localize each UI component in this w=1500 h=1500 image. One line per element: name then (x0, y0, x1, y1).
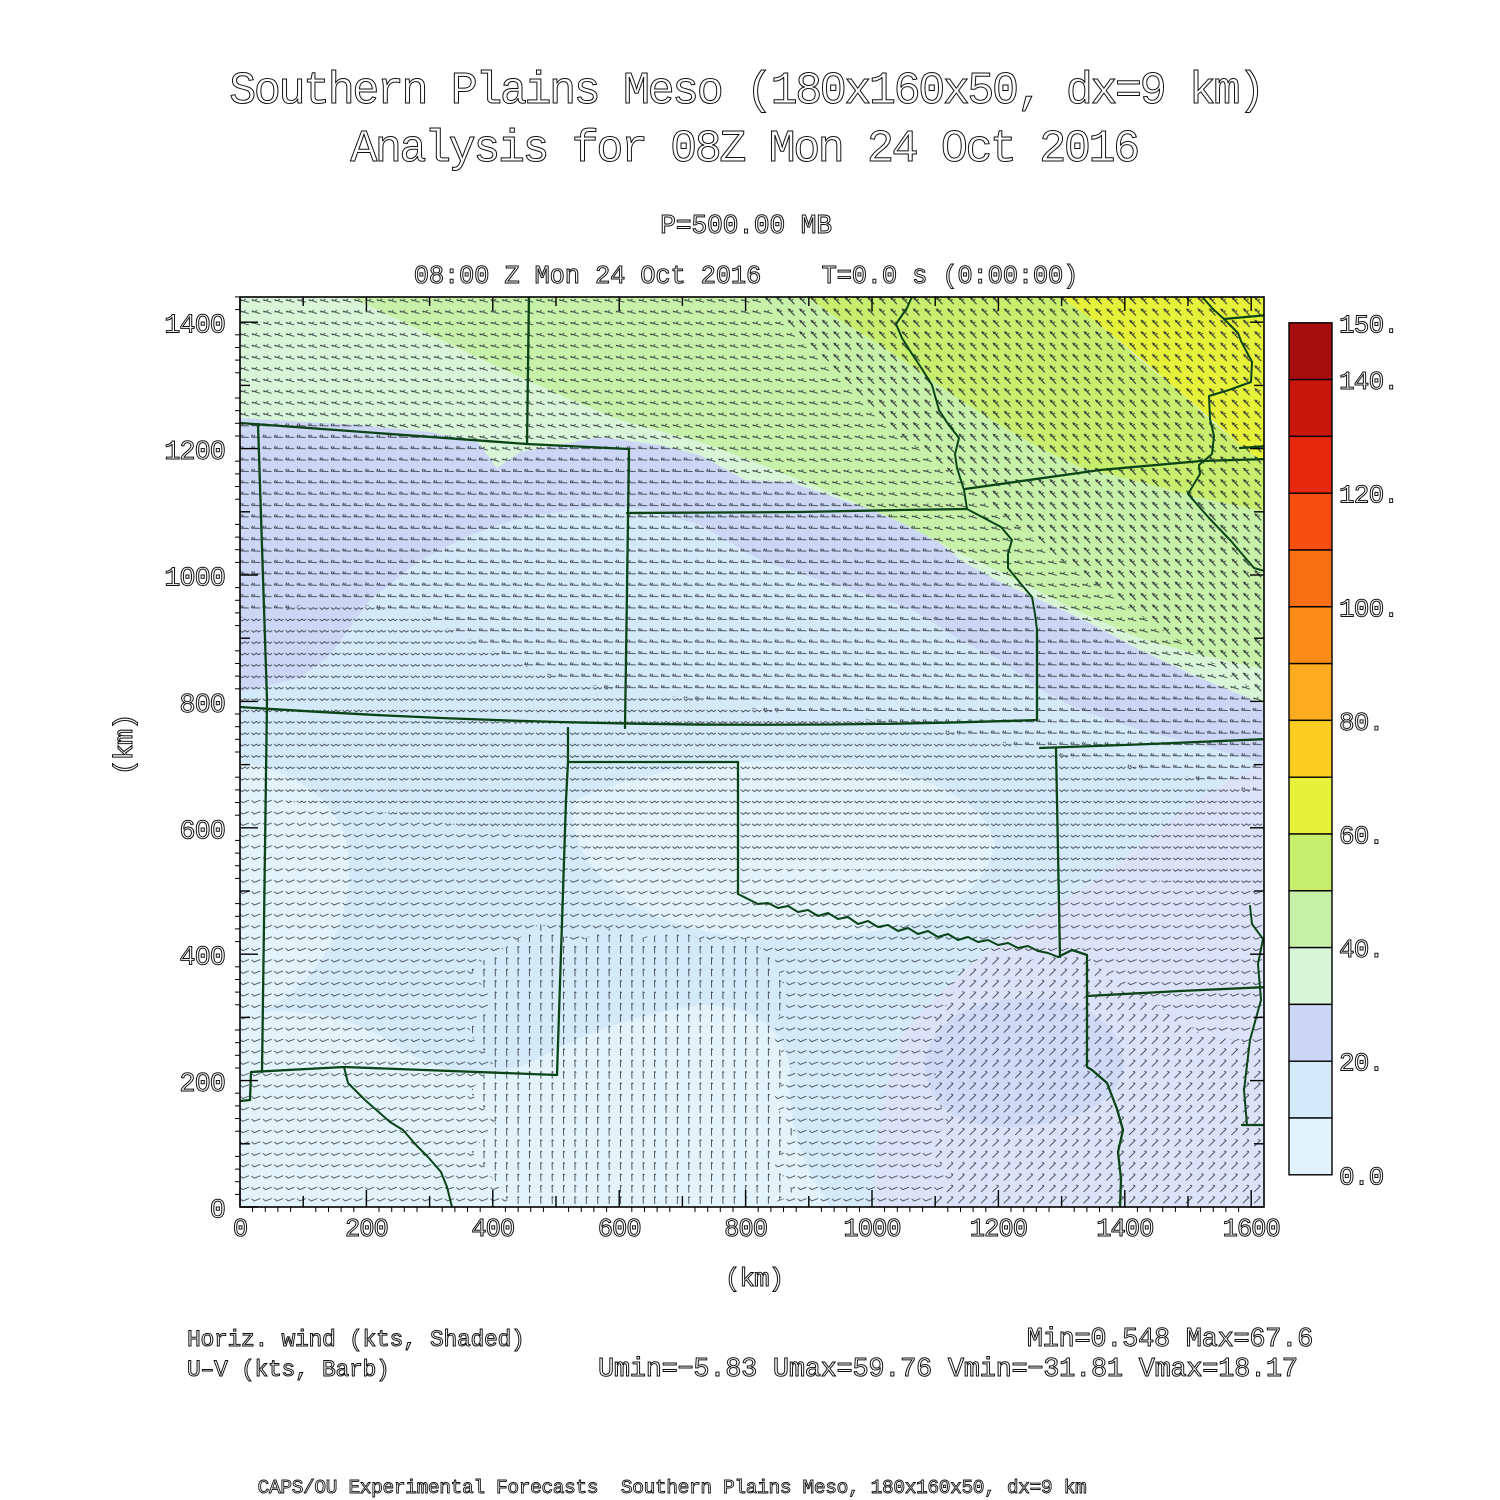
svg-text:Min=0.548 Max=67.6: Min=0.548 Max=67.6 (1027, 1325, 1313, 1355)
svg-text:Horiz. wind (kts, Shaded): Horiz. wind (kts, Shaded) (187, 1327, 525, 1353)
svg-text:400: 400 (471, 1215, 514, 1244)
svg-text:1000: 1000 (164, 565, 225, 595)
svg-text:Umin=−5.83 Umax=59.76 Vmin=−31: Umin=−5.83 Umax=59.76 Vmin=−31.81 Vmax=1… (598, 1355, 1298, 1385)
svg-text:80.: 80. (1339, 708, 1383, 738)
svg-text:Southern Plains Meso (180x160x: Southern Plains Meso (180x160x50, dx=9 k… (229, 66, 1262, 117)
svg-text:CAPS/OU Experimental Forecasts: CAPS/OU Experimental Forecasts Southern … (258, 1477, 1087, 1499)
svg-text:0.0: 0.0 (1339, 1162, 1383, 1192)
svg-text:0: 0 (210, 1197, 225, 1227)
svg-text:1600: 1600 (1223, 1215, 1280, 1244)
svg-text:1200: 1200 (164, 438, 225, 468)
svg-text:140.: 140. (1339, 367, 1398, 397)
svg-text:150.: 150. (1339, 310, 1398, 340)
svg-text:08:00 Z Mon 24 Oct 2016 T=0: 08:00 Z Mon 24 Oct 2016 T=0.0 s (0:00:00… (414, 262, 1079, 291)
svg-text:120.: 120. (1339, 481, 1398, 511)
svg-text:(km): (km) (111, 715, 141, 776)
svg-text:40.: 40. (1339, 935, 1383, 965)
svg-text:1200: 1200 (970, 1215, 1027, 1244)
svg-text:P=500.00 MB: P=500.00 MB (660, 211, 832, 241)
svg-text:100.: 100. (1339, 594, 1398, 624)
svg-text:20.: 20. (1339, 1049, 1383, 1079)
svg-text:200: 200 (179, 1070, 225, 1100)
svg-text:Analysis for 08Z Mon 24 Oct 20: Analysis for 08Z Mon 24 Oct 2016 (350, 124, 1138, 175)
svg-text:1400: 1400 (1096, 1215, 1153, 1244)
svg-text:1000: 1000 (843, 1215, 900, 1244)
svg-text:60.: 60. (1339, 822, 1383, 852)
svg-text:U–V (kts, Barb): U–V (kts, Barb) (187, 1357, 390, 1383)
svg-text:400: 400 (179, 944, 225, 974)
svg-text:200: 200 (345, 1215, 388, 1244)
svg-text:0: 0 (233, 1215, 247, 1244)
svg-text:800: 800 (724, 1215, 767, 1244)
svg-text:1400: 1400 (164, 312, 225, 342)
svg-text:800: 800 (179, 691, 225, 721)
svg-text:(km): (km) (725, 1264, 783, 1294)
svg-text:600: 600 (598, 1215, 641, 1244)
svg-text:600: 600 (179, 817, 225, 847)
